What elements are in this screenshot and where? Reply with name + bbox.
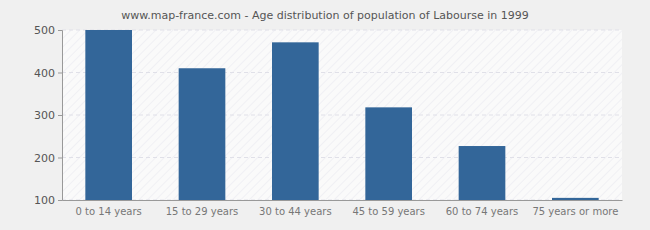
grid-line: [62, 72, 622, 73]
y-tick-label: 500: [34, 24, 55, 37]
y-tick-mark: [58, 115, 62, 116]
x-tick: 30 to 44 years: [259, 206, 332, 217]
y-tick-mark: [58, 30, 62, 31]
y-tick-mark: [58, 73, 62, 74]
grid: [62, 30, 622, 200]
bar: [179, 68, 226, 200]
y-tick: 400: [34, 67, 62, 80]
x-tick: 0 to 14 years: [76, 206, 142, 217]
x-axis-line: [63, 200, 623, 201]
grid-line: [62, 200, 622, 201]
x-tick-label: 0 to 14 years: [76, 206, 142, 217]
y-tick-label: 300: [34, 109, 55, 122]
background: [0, 0, 650, 230]
x-tick-label: 60 to 74 years: [446, 206, 519, 217]
plot-area: [62, 30, 622, 200]
bar: [365, 107, 412, 200]
bar: [459, 146, 506, 200]
y-tick-label: 400: [34, 67, 55, 80]
y-tick: 300: [34, 109, 62, 122]
bar: [85, 30, 132, 200]
y-tick-label: 100: [34, 194, 55, 207]
y-axis: 100 200 300 400 500: [34, 24, 63, 207]
x-tick: 15 to 29 years: [166, 206, 239, 217]
x-tick-label: 30 to 44 years: [259, 206, 332, 217]
y-tick-mark: [58, 158, 62, 159]
x-tick-label: 15 to 29 years: [166, 206, 239, 217]
y-tick-mark: [58, 200, 62, 201]
grid-line: [62, 115, 622, 116]
x-tick: 45 to 59 years: [352, 206, 425, 217]
title: www.map-france.com - Age distribution of…: [121, 9, 529, 22]
y-tick: 500: [34, 24, 62, 37]
grid-line: [62, 30, 622, 31]
bars: [85, 30, 598, 200]
x-tick-label: 45 to 59 years: [352, 206, 425, 217]
y-tick: 100: [34, 194, 62, 207]
grid-line: [62, 157, 622, 158]
bar: [552, 198, 599, 200]
y-tick: 200: [34, 152, 62, 165]
x-tick: 60 to 74 years: [446, 206, 519, 217]
x-axis: 0 to 14 years 15 to 29 years 30 to 44 year…: [63, 201, 623, 218]
y-tick-label: 200: [34, 152, 55, 165]
bar: [272, 42, 319, 200]
y-axis-line: [58, 31, 63, 201]
x-tick-label: 75 years or more: [532, 206, 618, 217]
x-tick: 75 years or more: [532, 206, 618, 217]
